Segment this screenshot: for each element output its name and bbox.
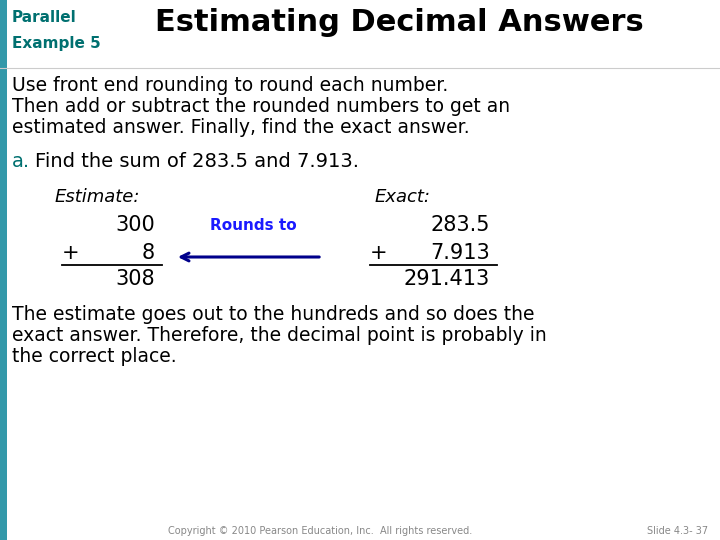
Text: Parallel: Parallel [12, 10, 77, 25]
Text: Exact:: Exact: [375, 188, 431, 206]
Text: 291.413: 291.413 [404, 269, 490, 289]
Text: 7.913: 7.913 [431, 243, 490, 263]
Text: Estimating Decimal Answers: Estimating Decimal Answers [155, 8, 644, 37]
Text: Rounds to: Rounds to [210, 218, 297, 233]
Text: a.: a. [12, 152, 30, 171]
Text: 283.5: 283.5 [431, 215, 490, 235]
Text: Then add or subtract the rounded numbers to get an: Then add or subtract the rounded numbers… [12, 97, 510, 116]
Text: Estimate:: Estimate: [55, 188, 140, 206]
Text: 300: 300 [115, 215, 155, 235]
Text: 8: 8 [142, 243, 155, 263]
Text: 308: 308 [115, 269, 155, 289]
Text: estimated answer. Finally, find the exact answer.: estimated answer. Finally, find the exac… [12, 118, 469, 137]
Text: Example 5: Example 5 [12, 36, 101, 51]
Text: Find the sum of 283.5 and 7.913.: Find the sum of 283.5 and 7.913. [35, 152, 359, 171]
Bar [0, 0, 7, 540]
Text: +: + [370, 243, 387, 263]
Text: the correct place.: the correct place. [12, 347, 176, 366]
Text: The estimate goes out to the hundreds and so does the: The estimate goes out to the hundreds an… [12, 305, 534, 324]
Text: Slide 4.3- 37: Slide 4.3- 37 [647, 526, 708, 536]
Text: exact answer. Therefore, the decimal point is probably in: exact answer. Therefore, the decimal poi… [12, 326, 546, 345]
Text: Use front end rounding to round each number.: Use front end rounding to round each num… [12, 76, 449, 95]
Text: Copyright © 2010 Pearson Education, Inc.  All rights reserved.: Copyright © 2010 Pearson Education, Inc.… [168, 526, 472, 536]
Text: +: + [62, 243, 80, 263]
